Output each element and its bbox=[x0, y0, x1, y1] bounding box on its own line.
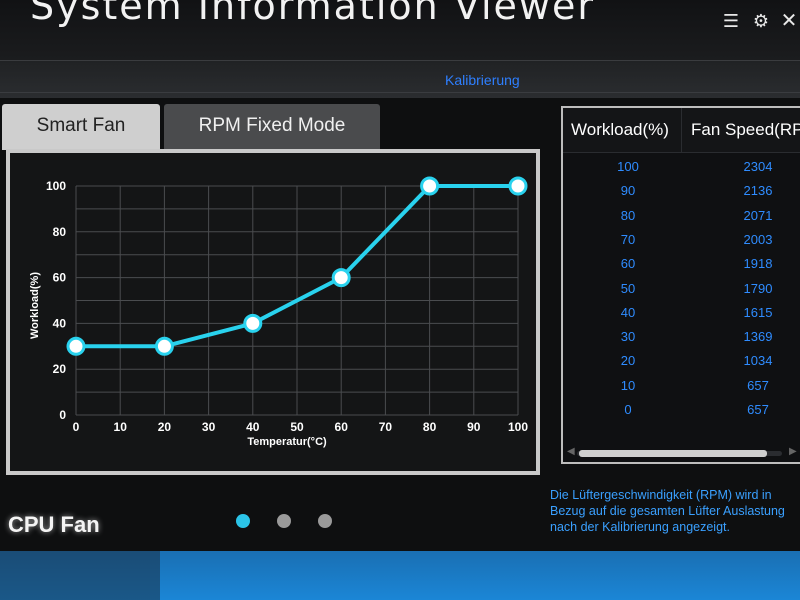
table-row: 80 2071 bbox=[563, 208, 800, 232]
scroll-left-icon[interactable]: ◀ bbox=[567, 446, 575, 457]
table-row: 20 1034 bbox=[563, 353, 800, 377]
y-tick-label: 0 bbox=[59, 408, 66, 422]
cell-workload: 20 bbox=[620, 353, 636, 369]
fan-curve-chart[interactable]: 0 10 20 30 40 50 60 70 80 90 100 0 20 40 60 80 100 Temper… bbox=[10, 153, 534, 471]
table-row: 40 1615 bbox=[563, 305, 800, 329]
x-tick-label: 70 bbox=[379, 420, 393, 434]
cell-fan-speed: 1790 bbox=[743, 280, 773, 296]
table-row: 100 2304 bbox=[563, 159, 800, 183]
curve-point[interactable] bbox=[154, 336, 174, 356]
cell-workload: 30 bbox=[620, 329, 636, 345]
x-tick-label: 50 bbox=[290, 420, 304, 434]
y-tick-label: 20 bbox=[53, 362, 67, 376]
sub-tab-divider bbox=[0, 92, 800, 93]
table-row: 30 1369 bbox=[563, 329, 800, 353]
gear-icon[interactable]: ⚙ bbox=[752, 11, 770, 31]
x-tick-label: 80 bbox=[423, 420, 437, 434]
cell-fan-speed: 2003 bbox=[743, 231, 773, 247]
horizontal-scrollbar[interactable]: ◀ ▶ bbox=[567, 446, 797, 458]
cell-fan-speed: 2071 bbox=[743, 207, 773, 223]
page-dot-1[interactable] bbox=[236, 514, 250, 528]
header-fan-speed: Fan Speed(RPI bbox=[691, 120, 800, 139]
table-row: 90 2136 bbox=[563, 183, 800, 207]
cell-workload: 60 bbox=[620, 256, 636, 272]
fan-curve-panel bbox=[6, 149, 540, 475]
close-icon[interactable]: ✕ bbox=[780, 10, 798, 32]
tab-smart-fan[interactable]: Smart Fan bbox=[2, 104, 160, 150]
cell-workload: 70 bbox=[620, 231, 636, 247]
cell-workload: 80 bbox=[620, 207, 636, 223]
y-axis-label: Workload(%) bbox=[29, 272, 41, 339]
table-header: Workload(%) Fan Speed(RPI bbox=[563, 108, 800, 153]
y-tick-label: 60 bbox=[53, 271, 67, 285]
curve-point[interactable] bbox=[331, 268, 351, 288]
list-icon[interactable]: ☰ bbox=[722, 11, 740, 31]
page-dot-2[interactable] bbox=[277, 514, 291, 528]
table-row: 0 657 bbox=[563, 402, 800, 426]
cell-workload: 10 bbox=[620, 377, 636, 393]
y-tick-label: 100 bbox=[46, 179, 66, 193]
cell-workload: 0 bbox=[624, 402, 632, 417]
cell-fan-speed: 1918 bbox=[743, 256, 773, 272]
y-tick-label: 40 bbox=[53, 316, 67, 330]
cell-workload: 40 bbox=[620, 304, 636, 320]
cell-fan-speed: 1615 bbox=[743, 304, 773, 320]
table-row: 50 1790 bbox=[563, 281, 800, 305]
workload-rpm-table: Workload(%) Fan Speed(RPI 100 2304 90 2136 8… bbox=[561, 106, 800, 464]
table-row: 10 657 bbox=[563, 378, 800, 402]
curve-point[interactable] bbox=[420, 176, 440, 196]
y-tick-label: 80 bbox=[53, 225, 67, 239]
x-tick-label: 10 bbox=[114, 420, 128, 434]
scroll-thumb[interactable] bbox=[579, 450, 767, 457]
header-divider bbox=[681, 108, 682, 153]
scroll-right-icon[interactable]: ▶ bbox=[789, 446, 797, 457]
table-row: 60 1918 bbox=[563, 256, 800, 280]
curve-point[interactable] bbox=[66, 336, 86, 356]
cell-workload: 50 bbox=[620, 280, 636, 296]
tab-rpm-fixed-mode[interactable]: RPM Fixed Mode bbox=[164, 104, 380, 150]
x-tick-label: 0 bbox=[73, 420, 80, 434]
x-tick-label: 60 bbox=[335, 420, 349, 434]
bottom-bar-shade bbox=[0, 551, 160, 600]
x-tick-label: 90 bbox=[467, 420, 481, 434]
curve-point[interactable] bbox=[508, 176, 528, 196]
header-workload: Workload(%) bbox=[571, 120, 669, 139]
cell-fan-speed: 2136 bbox=[743, 183, 773, 199]
x-tick-label: 100 bbox=[508, 420, 528, 434]
cell-fan-speed: 657 bbox=[747, 402, 769, 417]
cell-fan-speed: 1034 bbox=[743, 353, 773, 369]
curve-point[interactable] bbox=[243, 313, 263, 333]
tab-kalibrierung[interactable]: Kalibrierung bbox=[445, 72, 520, 88]
fan-curve-line bbox=[76, 184, 518, 349]
cell-fan-speed: 657 bbox=[747, 377, 769, 393]
cell-fan-speed: 1369 bbox=[743, 329, 773, 345]
app-title: System Information Viewer bbox=[30, 0, 596, 28]
title-bar: System Information Viewer ☰ ⚙ ✕ bbox=[0, 0, 800, 60]
sub-tab-bar bbox=[0, 60, 800, 98]
calibration-note: Die Lüftergeschwindigkeit (RPM) wird in … bbox=[550, 488, 785, 534]
page-dot-3[interactable] bbox=[318, 514, 332, 528]
x-tick-label: 30 bbox=[202, 420, 216, 434]
x-tick-label: 20 bbox=[158, 420, 172, 434]
cell-fan-speed: 2304 bbox=[743, 159, 773, 174]
x-axis-label: Temperatur(°C) bbox=[247, 436, 327, 448]
x-tick-label: 40 bbox=[246, 420, 260, 434]
fan-name-label: CPU Fan bbox=[8, 512, 100, 537]
cell-workload: 90 bbox=[620, 183, 636, 199]
table-row: 70 2003 bbox=[563, 232, 800, 256]
cell-workload: 100 bbox=[617, 159, 639, 174]
